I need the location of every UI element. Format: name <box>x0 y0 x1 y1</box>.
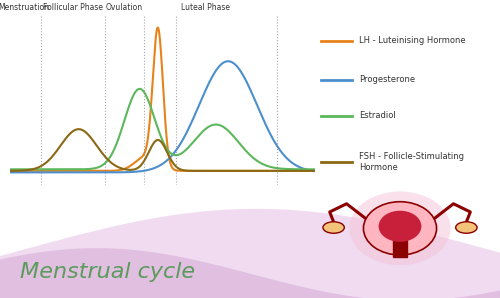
Circle shape <box>350 192 450 265</box>
Text: Menstruation: Menstruation <box>0 2 49 12</box>
Text: FSH - Follicle-Stimulating
Hormone: FSH - Follicle-Stimulating Hormone <box>360 152 465 172</box>
Ellipse shape <box>456 222 477 233</box>
Circle shape <box>378 211 422 242</box>
Polygon shape <box>0 248 500 298</box>
Text: Menstrual cycle: Menstrual cycle <box>20 262 195 282</box>
Polygon shape <box>0 209 500 298</box>
Text: Estradiol: Estradiol <box>360 111 396 120</box>
Bar <box>392 234 407 257</box>
Text: Ovulation: Ovulation <box>106 2 143 12</box>
Circle shape <box>364 202 436 255</box>
Text: Follicular Phase: Follicular Phase <box>42 2 102 12</box>
Ellipse shape <box>323 222 344 233</box>
Text: Progesterone: Progesterone <box>360 75 416 84</box>
Text: LH - Luteinising Hormone: LH - Luteinising Hormone <box>360 36 466 45</box>
Text: Luteal Phase: Luteal Phase <box>180 2 230 12</box>
